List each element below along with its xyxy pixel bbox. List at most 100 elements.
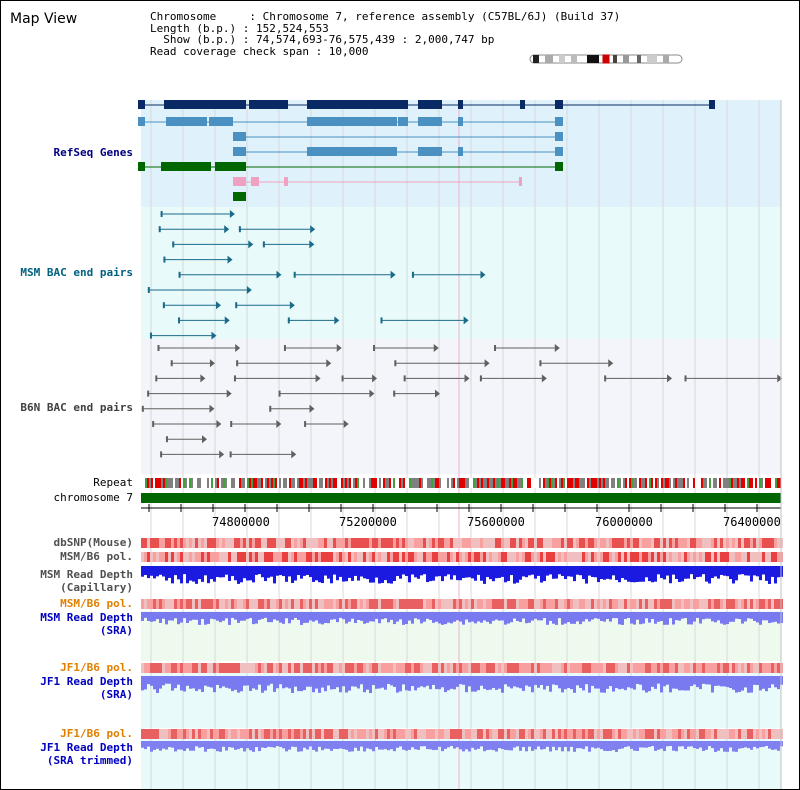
jf1-b6-pol-strip <box>429 663 432 673</box>
msm-b6-pol-strip <box>192 552 195 562</box>
jf1-sra-depth-bar <box>531 676 534 693</box>
b6n-bac-pair-end <box>494 345 497 351</box>
repeat-mark <box>151 478 153 488</box>
jf1-sra-depth-bar <box>234 676 237 690</box>
jf1-sra-depth-bar <box>426 676 429 686</box>
msm-b6-pol-strip <box>246 552 249 562</box>
msm-b6-pol-strip <box>762 599 765 609</box>
msm-b6-pol-strip <box>141 552 144 562</box>
dbsnp-strip <box>303 538 306 548</box>
msm-sra-depth-bar <box>618 612 621 625</box>
gene-exon <box>215 162 246 171</box>
msm-sra-depth-bar <box>321 612 324 625</box>
jf1-sra-depth-bar <box>489 676 492 690</box>
msm-b6-pol-strip <box>438 552 441 562</box>
msm-cap-depth-bar <box>639 566 642 582</box>
repeat-mark <box>671 478 673 488</box>
msm-sra-depth-bar <box>744 612 747 622</box>
repeat-mark <box>353 478 355 488</box>
jf1-sra-depth-bar <box>423 676 426 688</box>
jf1-b6-pol-strip <box>546 663 549 673</box>
dbsnp-strip <box>312 538 315 548</box>
jf1-b6-pol-strip <box>183 729 186 739</box>
repeat-mark <box>495 478 497 488</box>
jf1-sra-depth-bar <box>246 676 249 686</box>
jf1-trim-depth-bar <box>522 741 525 748</box>
dbsnp-strip <box>285 538 288 548</box>
msm-sra-depth-bar <box>264 612 267 618</box>
jf1-sra-depth-bar <box>192 676 195 689</box>
jf1-b6-pol-strip <box>585 729 588 739</box>
jf1-b6-pol-strip <box>354 663 357 673</box>
repeat-mark <box>739 478 741 488</box>
jf1-b6-pol-strip <box>297 663 300 673</box>
track-label-msm-b6-pol-1: MSM/B6 pol. <box>60 550 133 563</box>
repeat-mark <box>721 478 723 488</box>
jf1-b6-pol-strip <box>486 729 489 739</box>
msm-b6-pol-strip <box>228 599 231 609</box>
msm-b6-pol-strip <box>204 552 207 562</box>
jf1-sra-depth-bar <box>270 676 273 684</box>
jf1-b6-pol-strip <box>411 729 414 739</box>
jf1-b6-pol-strip <box>672 729 675 739</box>
msm-sra-depth-bar <box>657 612 660 622</box>
msm-b6-pol-strip <box>738 599 741 609</box>
jf1-sra-depth-bar <box>630 676 633 689</box>
dbsnp-strip <box>462 538 465 548</box>
jf1-sra-depth-bar <box>441 676 444 688</box>
repeat-mark <box>451 478 453 488</box>
msm-b6-pol-strip <box>201 552 204 562</box>
jf1-b6-pol-strip <box>642 729 645 739</box>
jf1-b6-pol-strip <box>405 663 408 673</box>
dbsnp-strip <box>282 538 285 548</box>
jf1-sra-depth-bar <box>708 676 711 685</box>
repeat-mark <box>687 478 689 488</box>
jf1-b6-pol-strip <box>759 663 762 673</box>
msm-b6-pol-strip <box>654 552 657 562</box>
jf1-b6-pol-strip <box>651 663 654 673</box>
msm-cap-depth-bar <box>183 566 186 575</box>
msm-cap-depth-bar <box>228 566 231 581</box>
jf1-sra-depth-bar <box>372 676 375 686</box>
msm-b6-pol-strip <box>636 599 639 609</box>
jf1-b6-pol-strip <box>579 729 582 739</box>
jf1-b6-pol-strip <box>537 729 540 739</box>
dbsnp-strip <box>435 538 438 548</box>
msm-b6-pol-strip <box>507 599 510 609</box>
msm-sra-depth-bar <box>168 612 171 621</box>
gene-exon <box>249 100 288 109</box>
jf1-sra-depth-bar <box>744 676 747 688</box>
msm-b6-pol-strip <box>456 552 459 562</box>
jf1-b6-pol-strip <box>678 729 681 739</box>
dbsnp-strip <box>375 538 378 548</box>
jf1-trim-depth-bar <box>507 741 510 751</box>
msm-b6-pol-strip <box>723 599 726 609</box>
msm-cap-depth-bar <box>741 566 744 575</box>
b6n-bac-pair-arrow <box>219 450 225 459</box>
chromosome-ideogram[interactable] <box>529 53 685 65</box>
msm-cap-depth-bar <box>294 566 297 581</box>
jf1-b6-pol-strip <box>555 663 558 673</box>
jf1-b6-pol-strip <box>699 663 702 673</box>
b6n-bac-pair-arrow <box>336 344 342 352</box>
jf1-b6-pol-strip <box>741 663 744 673</box>
jf1-b6-pol-strip <box>738 729 741 739</box>
jf1-trim-depth-bar <box>225 741 228 751</box>
jf1-b6-pol-strip <box>165 729 168 739</box>
repeat-mark <box>441 478 443 488</box>
jf1-b6-pol-strip <box>636 663 639 673</box>
msm-sra-depth-bar <box>201 612 204 619</box>
axis-tick-label: 76400000 <box>723 515 781 529</box>
msm-sra-depth-bar <box>183 612 186 619</box>
jf1-trim-depth-bar <box>714 741 717 752</box>
msm-cap-depth-bar <box>561 566 564 576</box>
jf1-trim-depth-bar <box>450 741 453 747</box>
msm-b6-pol-strip <box>252 552 255 562</box>
jf1-b6-pol-strip <box>747 663 750 673</box>
dbsnp-strip <box>255 538 258 548</box>
msm-sra-depth-bar <box>546 612 549 625</box>
repeat-mark <box>377 478 379 488</box>
msm-cap-depth-bar <box>750 566 753 582</box>
jf1-trim-depth-bar <box>339 741 342 749</box>
